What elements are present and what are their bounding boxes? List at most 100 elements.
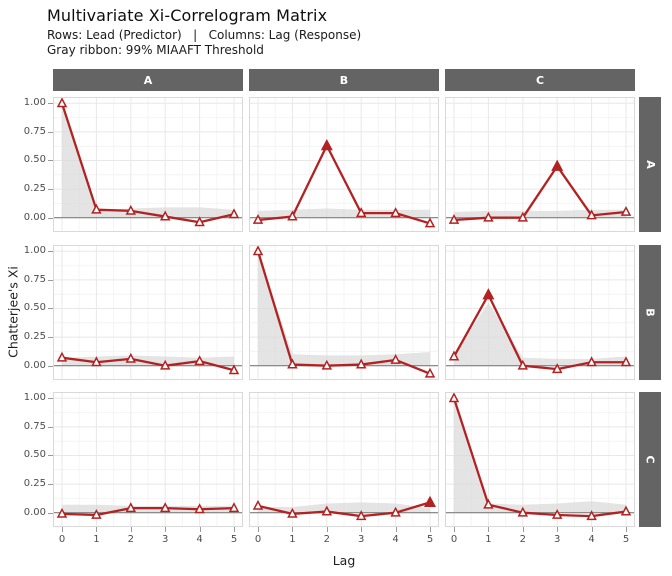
panel-A-A [53,97,243,232]
significant-point-marker [320,139,333,151]
data-point-marker [194,503,205,514]
x-tick-label: 1 [289,534,296,545]
data-point-marker [321,359,333,370]
panel-border [445,392,635,527]
data-point-marker [517,211,529,222]
threshold-ribbon [62,103,234,218]
panel-canvas-C-A [53,392,243,527]
x-tick-label: 1 [93,534,100,545]
x-tick-mark [326,527,328,532]
threshold-ribbon [454,209,626,218]
data-point-marker [517,359,529,370]
data-point-marker [390,506,401,517]
data-point-marker [483,498,494,509]
gridlines-minor [249,97,439,232]
data-point-marker [91,508,102,519]
y-tick-mark [48,484,53,486]
y-tick-label: 0.75 [23,125,46,137]
panel-A-B [249,97,439,232]
y-tick-mark [48,279,53,281]
y-tick-mark [48,455,53,457]
panel-border [249,392,439,527]
significant-point-marker [551,159,564,171]
facet-row-strip-C: C [639,392,661,527]
x-tick-label: 4 [588,534,595,545]
panel-canvas-C-C [445,392,635,527]
panel-B-A [53,245,243,380]
x-tick-label: 2 [127,534,134,545]
y-tick-label: 1.00 [23,97,46,109]
x-axis-title: Lag [332,553,356,568]
data-point-marker [448,213,460,224]
y-tick-label: 1.00 [23,392,46,404]
chart-title: Multivariate Xi-Correlogram Matrix [47,6,328,25]
y-tick-label: 1.00 [23,245,46,257]
data-point-marker [159,359,171,370]
panel-C-B [249,392,439,527]
x-tick-mark [430,527,431,532]
data-point-marker [586,510,597,521]
panel-border [249,97,439,232]
y-tick-label: 0.75 [23,273,46,285]
x-tick-mark [626,527,627,532]
y-tick-label: 0.75 [23,420,46,432]
panel-C-A [53,392,243,527]
facet-column-strip-C: C [445,69,635,91]
gridlines-minor [445,97,635,232]
facet-row-strip-B: B [639,245,661,380]
data-point-marker [517,506,529,517]
y-tick-label: 0.25 [23,331,46,343]
y-tick-label: 0.25 [23,183,46,195]
x-tick-label: 2 [519,534,526,545]
xi-line [452,293,626,371]
y-tick-mark [48,131,53,133]
xi-line [257,144,431,225]
x-tick-label: 2 [323,534,330,545]
threshold-ribbon [258,208,430,218]
facet-column-label: B [339,73,349,87]
x-tick-label: 0 [58,534,66,545]
x-tick-mark [557,527,559,532]
data-point-marker [56,507,68,518]
data-point-marker [252,499,264,510]
data-point-marker [125,352,137,363]
panel-border [249,245,439,380]
panel-A-C [445,97,635,232]
data-point-marker [159,502,171,513]
x-tick-mark [199,527,201,532]
x-tick-label: 0 [254,534,262,545]
data-point-marker [194,355,205,366]
significant-point-marker [482,288,495,300]
x-tick-label: 4 [196,534,203,545]
x-tick-label: 1 [485,534,492,545]
threshold-ribbon [258,502,430,513]
data-point-marker [194,216,205,227]
data-point-marker [91,203,102,214]
data-point-marker [586,209,597,220]
x-tick-label: 5 [230,534,238,545]
data-point-marker [355,207,367,218]
panel-canvas-A-A [53,97,243,232]
data-point-marker [252,245,264,256]
data-point-marker [91,356,102,367]
data-point-marker [586,356,597,367]
y-tick-mark [48,160,53,162]
data-point-marker [424,217,436,228]
panel-border [53,97,243,232]
y-tick-label: 0.50 [23,449,46,461]
panel-canvas-A-C [445,97,635,232]
xi-line [257,501,431,518]
data-point-marker [228,502,240,513]
facet-row-label: B [643,308,657,317]
data-point-marker [287,507,298,518]
x-tick-mark [96,527,98,532]
x-tick-label: 0 [450,534,458,545]
data-point-marker [448,392,460,403]
data-point-marker [483,211,494,222]
data-point-marker [228,364,240,375]
data-point-marker [551,363,563,374]
data-point-marker [287,358,298,369]
xi-line [61,506,235,517]
threshold-ribbon [454,302,626,366]
